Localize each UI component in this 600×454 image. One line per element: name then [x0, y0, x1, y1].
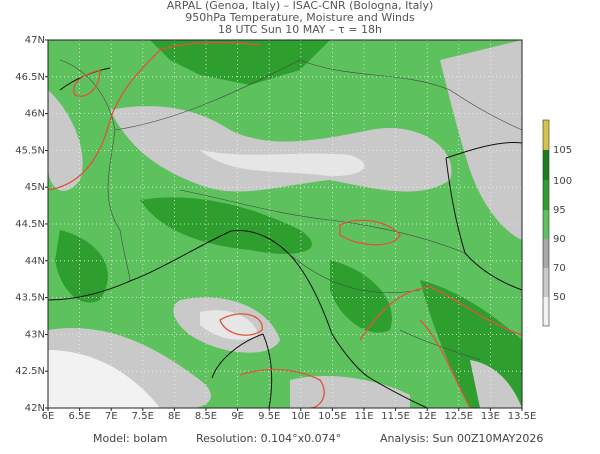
lat-label: 42.5N: [15, 366, 45, 377]
lon-label: 13E: [481, 411, 500, 422]
colorbar-label: 90: [553, 234, 566, 245]
header-line: ARPAL (Genoa, Italy) – ISAC-CNR (Bologna…: [167, 0, 434, 12]
footer-analysis: Analysis: Sun 00Z10MAY2026: [380, 432, 543, 445]
graticule: [48, 40, 522, 408]
colorbar-label: 70: [553, 263, 566, 274]
lon-label: 7E: [105, 411, 118, 422]
lon-label: 9.5E: [258, 411, 280, 422]
map-field: [48, 40, 522, 408]
lon-label: 10.5E: [318, 411, 347, 422]
lat-label: 44N: [25, 256, 45, 267]
colorbar-segment: [543, 239, 549, 268]
lat-label: 43N: [25, 329, 45, 340]
colorbar: [542, 119, 550, 327]
lon-label: 13.5E: [508, 411, 537, 422]
lon-label: 9E: [231, 411, 244, 422]
lat-label: 45.5N: [15, 145, 45, 156]
geography: [48, 59, 522, 408]
header-line: 18 UTC Sun 10 MAY – τ = 18h: [218, 23, 382, 36]
lon-label: 11E: [354, 411, 373, 422]
colorbar-label: 95: [553, 205, 566, 216]
header-line: 950hPa Temperature, Moisture and Winds: [185, 11, 415, 24]
lon-label: 6.5E: [68, 411, 90, 422]
footer-resolution: Resolution: 0.104°x0.074°: [196, 432, 341, 445]
colorbar-segment: [543, 120, 549, 150]
colorbar-label: 105: [553, 145, 572, 156]
lat-label: 47N: [25, 35, 45, 46]
lon-label: 7.5E: [132, 411, 154, 422]
lon-label: 8E: [168, 411, 181, 422]
lon-label: 6E: [42, 411, 55, 422]
lat-label: 44.5N: [15, 219, 45, 230]
colorbar-segment: [543, 210, 549, 239]
colorbar-segment: [543, 268, 549, 297]
colorbar-segment: [543, 297, 549, 326]
colorbar-segment: [543, 150, 549, 180]
temperature-isolines: [48, 41, 522, 408]
lon-label: 11.5E: [381, 411, 410, 422]
footer-model: Model: bolam: [93, 432, 167, 445]
colorbar-segment: [543, 180, 549, 210]
colorbar-frame: [542, 119, 550, 327]
colorbar-label: 50: [553, 292, 566, 303]
lon-label: 8.5E: [195, 411, 217, 422]
lon-label: 10E: [291, 411, 310, 422]
lat-label: 42N: [25, 403, 45, 414]
colorbar-label: 100: [553, 176, 572, 187]
lat-label: 43.5N: [15, 293, 45, 304]
lon-label: 12.5E: [445, 411, 474, 422]
lon-label: 12E: [418, 411, 437, 422]
lat-label: 45N: [25, 182, 45, 193]
lat-label: 46N: [25, 109, 45, 120]
lat-label: 46.5N: [15, 72, 45, 83]
